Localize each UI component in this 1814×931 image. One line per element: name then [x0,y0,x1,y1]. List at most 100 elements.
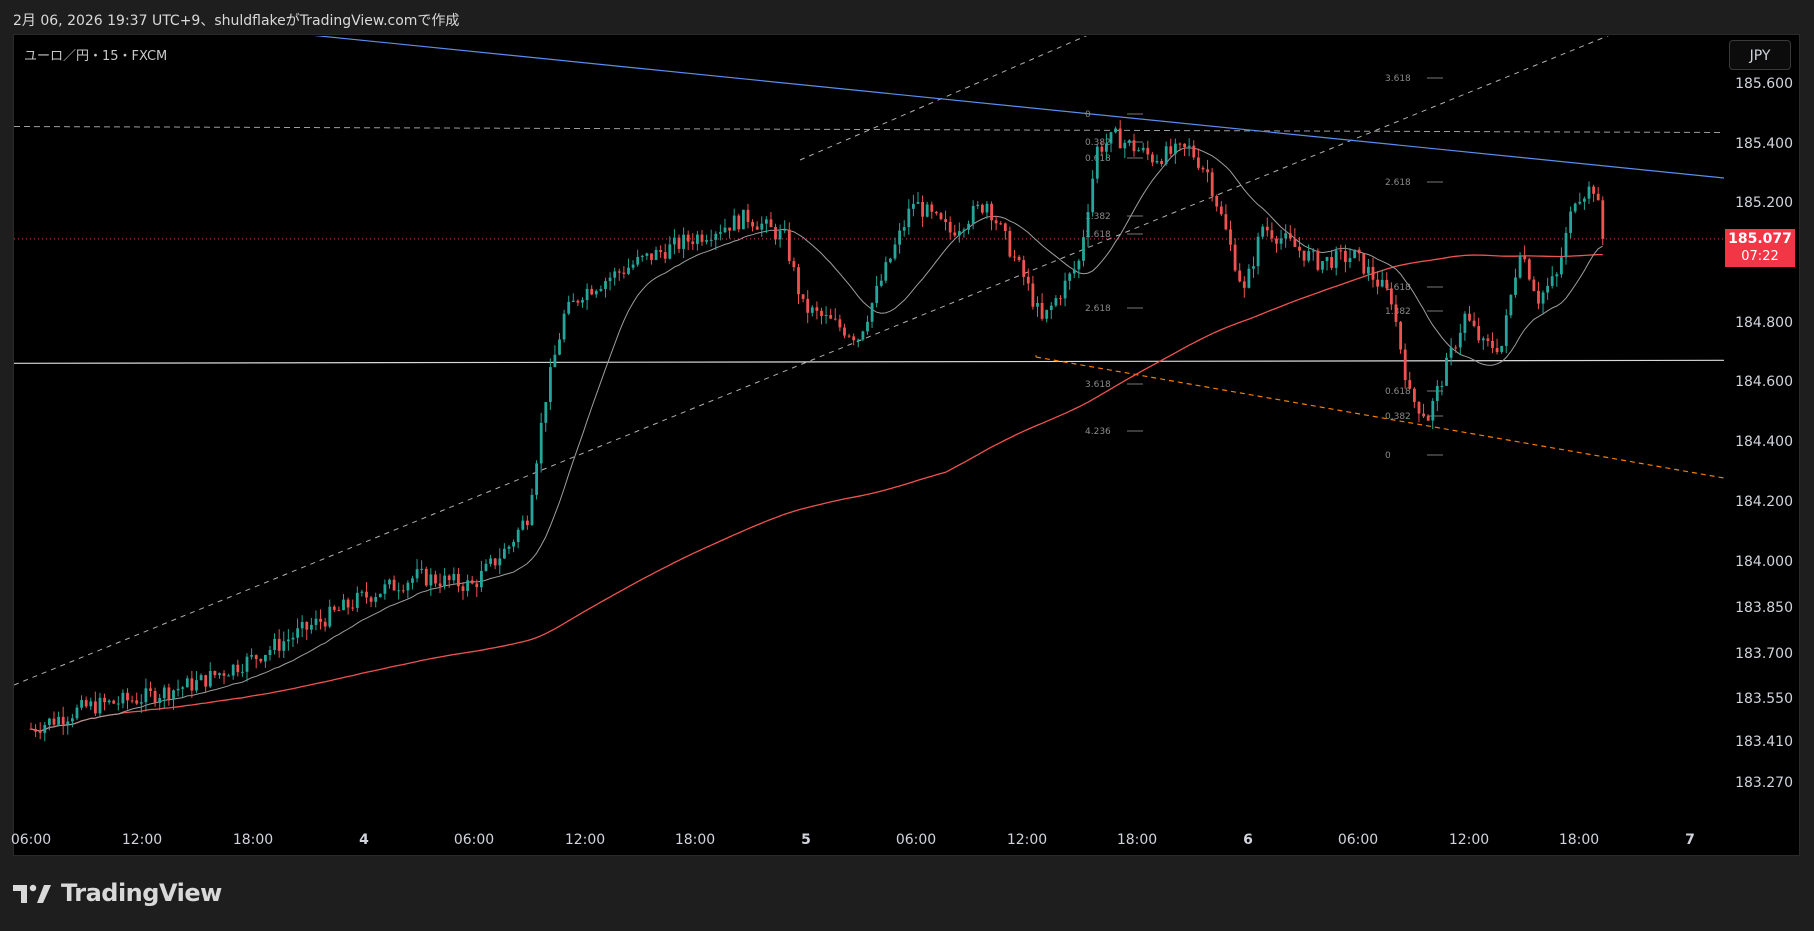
candle-body [889,258,892,263]
candle-body [162,687,166,699]
candle-body [176,688,180,691]
y-axis-tick-label: 184.200 [1735,494,1793,510]
candle-body [1036,303,1039,307]
candle-body [820,310,823,316]
y-axis-tick-label: 184.000 [1735,554,1793,570]
fib-level-label: 2.618 [1085,304,1111,314]
candle-body [870,303,874,322]
candle-body [1390,288,1393,305]
candle-body [1413,388,1416,402]
candle-body [383,584,387,594]
candle-body [1095,146,1099,179]
candle-body [898,230,901,245]
candle-body [34,728,37,732]
candle-body [549,367,552,402]
candle-body [783,229,787,231]
candle-body [539,422,543,464]
candle-body [1334,250,1338,268]
candle-body [861,331,865,340]
candle-body [1587,186,1591,199]
moving-average-fast [30,147,1604,732]
candle-body [1252,266,1255,269]
candle-body [728,227,731,231]
candle-body [787,229,791,262]
candle-body [415,569,419,579]
fib-level-label: 3.618 [1385,74,1411,84]
candle-body [80,700,83,708]
candle-body [1330,257,1333,268]
candle-body [530,494,534,525]
candle-body [751,221,754,227]
candle-body [760,223,764,230]
candle-body [1307,251,1311,261]
x-axis-tick-label: 06:00 [11,832,51,848]
x-axis-tick-label: 18:00 [1559,832,1599,848]
candle-body [732,215,736,231]
candle-body [305,622,309,630]
candle-body [254,655,258,659]
candle-body [1128,140,1131,143]
candle-body [1458,332,1462,348]
candle-body [1146,147,1150,155]
fib-level-label: 0.382 [1385,412,1411,422]
tradingview-logo[interactable]: TradingView [13,879,222,907]
candle-body [1367,266,1370,274]
candle-body [103,697,106,703]
candle-body [1284,233,1288,239]
candle-body [1564,232,1568,258]
x-axis-tick-label: 12:00 [1449,832,1489,848]
candle-body [746,209,750,222]
x-axis-tick-label: 6 [1243,832,1253,848]
candle-body [144,688,148,703]
candle-body [852,336,856,341]
candle-body [1183,143,1186,147]
candle-body [1298,246,1301,251]
candle-body [222,673,226,676]
horizontal-support-level [14,359,1724,364]
candle-body [1399,321,1402,350]
candle-body [631,264,635,268]
candle-body [429,574,433,586]
candle-body [1040,303,1044,319]
candle-body [617,271,621,273]
x-axis-tick-label: 12:00 [1007,832,1047,848]
candle-body [962,229,966,232]
chart-pane[interactable] [13,34,1800,856]
candle-body [581,300,584,303]
candle-body [668,244,672,259]
y-axis-tick-label: 183.410 [1735,734,1793,750]
candle-body [1141,147,1145,151]
symbol-label: ユーロ／円・15・FXCM [24,49,168,64]
candle-body [1422,413,1425,417]
candle-body [71,718,74,722]
candle-body [355,592,359,608]
candle-body [241,671,244,673]
candle-body [447,575,451,581]
candle-body [392,579,396,591]
candle-body [663,252,667,259]
candle-body [337,609,341,611]
candle-body [135,700,139,704]
candle-body [1059,298,1062,300]
currency-button[interactable]: JPY [1729,40,1791,70]
candle-body [585,288,589,300]
candle-body [1514,277,1517,295]
candle-body [1435,385,1439,401]
candle-body [296,628,299,638]
descending-trendline-blue [313,36,1724,179]
candle-body [310,624,313,630]
candle-body [461,586,465,591]
x-axis-tick-label: 06:00 [896,832,936,848]
candle-body [824,315,828,316]
candle-body [1449,347,1453,358]
candle-body [112,700,116,704]
x-axis-tick-label: 5 [801,832,811,848]
x-axis-tick-label: 4 [359,832,369,848]
chart-caption-bar: 2月 06, 2026 19:37 UTC+9、shuldflakeがTradi… [0,0,1814,34]
candle-body [250,655,253,657]
candle-body [902,227,906,231]
candle-body [1031,283,1035,307]
candle-body [1192,145,1196,158]
candle-body [1077,260,1081,270]
